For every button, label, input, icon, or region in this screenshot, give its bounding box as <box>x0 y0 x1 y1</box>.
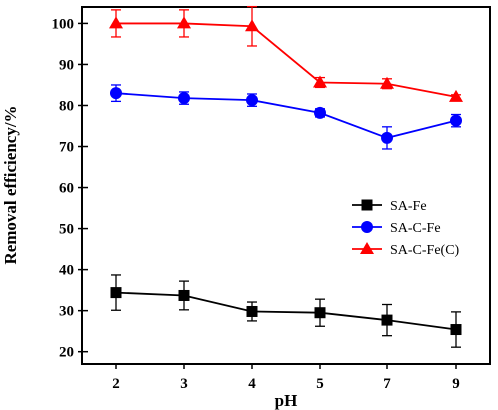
x-tick-label: 3 <box>180 376 188 392</box>
data-point <box>450 324 462 336</box>
data-point <box>314 307 326 319</box>
y-tick-label: 70 <box>59 140 74 156</box>
series-sa-c-fe <box>110 84 462 150</box>
data-point <box>380 76 394 89</box>
y-tick-label: 100 <box>52 16 75 32</box>
legend-label: SA-C-Fe(C) <box>390 243 460 258</box>
legend-item: SA-C-Fe <box>352 221 441 236</box>
data-point <box>178 289 190 301</box>
data-point <box>381 314 393 326</box>
legend-marker <box>360 242 374 254</box>
y-tick-label: 60 <box>59 181 74 197</box>
series-line <box>115 92 457 139</box>
x-tick-label: 9 <box>452 376 460 392</box>
series-layer <box>109 5 463 348</box>
x-tick-label: 4 <box>248 376 256 392</box>
data-point <box>246 305 258 317</box>
y-axis-title: Removal efficiency/% <box>1 105 20 264</box>
data-point <box>110 287 122 299</box>
series-sa-fe <box>110 274 462 348</box>
y-tick-label: 50 <box>59 222 74 238</box>
legend-item: SA-C-Fe(C) <box>352 242 460 258</box>
x-tick-label: 7 <box>383 376 391 392</box>
legend: SA-Fe SA-C-Fe SA-C-Fe(C) <box>352 199 460 258</box>
legend-label: SA-C-Fe <box>390 221 441 236</box>
data-point <box>314 106 326 119</box>
y-tick-label: 90 <box>59 57 74 73</box>
y-axis: 20 30 40 50 60 70 80 90 100 <box>52 16 88 361</box>
x-axis-title: pH <box>275 391 298 410</box>
data-point <box>110 87 122 100</box>
y-tick-label: 40 <box>59 263 74 279</box>
legend-item: SA-Fe <box>352 199 427 214</box>
legend-marker <box>361 221 373 233</box>
y-tick-label: 30 <box>59 304 74 320</box>
series-sa-c-fe-c <box>109 5 463 102</box>
data-point <box>313 75 327 88</box>
y-tick-label: 20 <box>59 345 74 361</box>
data-point <box>109 16 123 29</box>
series-line <box>116 22 457 98</box>
plot-frame <box>81 6 491 365</box>
legend-marker <box>361 199 373 211</box>
series-line <box>115 291 457 331</box>
y-tick-label: 80 <box>59 98 74 114</box>
data-point <box>381 131 393 144</box>
x-axis: 2 3 4 5 7 9 <box>112 364 460 392</box>
data-point <box>178 92 190 105</box>
x-tick-label: 5 <box>316 376 324 392</box>
data-point <box>245 19 259 32</box>
legend-label: SA-Fe <box>390 199 427 214</box>
x-tick-label: 2 <box>112 376 120 392</box>
data-point <box>449 89 463 102</box>
data-point <box>246 94 258 107</box>
data-point <box>177 16 191 29</box>
data-point <box>450 114 462 127</box>
